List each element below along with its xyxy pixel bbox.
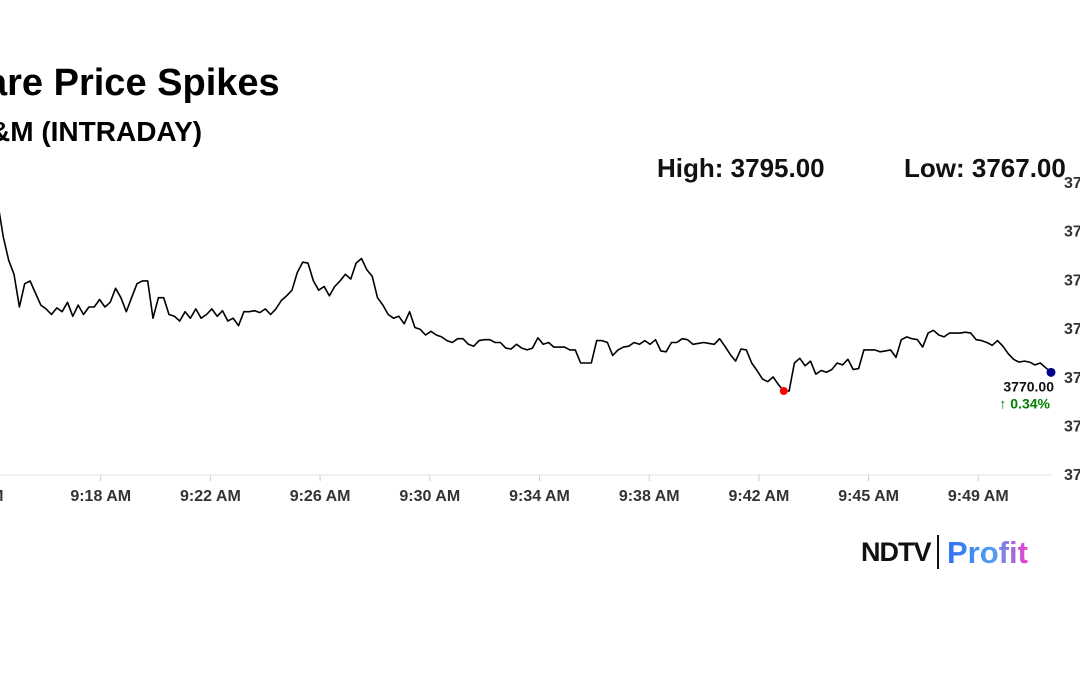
low-value: Low: 3767.00 bbox=[904, 153, 1066, 183]
chart-title: are Price Spikes bbox=[0, 62, 280, 104]
price-series-line bbox=[0, 211, 1052, 392]
x-tick-label: 9:49 AM bbox=[948, 488, 1009, 505]
last-point-marker bbox=[1046, 367, 1056, 377]
x-tick-label: 9:18 AM bbox=[70, 488, 131, 505]
x-tick-label: 9:30 AM bbox=[399, 488, 460, 505]
last-value-label: 3770.00 bbox=[1003, 378, 1054, 394]
chart-subtitle: &M (INTRADAY) bbox=[0, 116, 203, 147]
logo-profit-label: Profit bbox=[947, 535, 1028, 570]
change-label: ↑ 0.34% bbox=[999, 395, 1050, 411]
x-tick-label: AM bbox=[0, 488, 3, 505]
logo-ndtv-text: NDTV bbox=[861, 536, 931, 567]
x-tick-label: 9:34 AM bbox=[509, 488, 570, 505]
y-tick-label: 37 bbox=[1064, 272, 1080, 289]
x-tick-label: 9:26 AM bbox=[290, 488, 351, 505]
high-value: High: 3795.00 bbox=[657, 153, 825, 183]
y-tick-label: 37 bbox=[1064, 321, 1080, 338]
y-tick-label: 37 bbox=[1064, 467, 1080, 484]
y-tick-label: 37 bbox=[1064, 224, 1080, 241]
x-tick-label: 9:38 AM bbox=[619, 488, 680, 505]
logo-separator bbox=[936, 535, 939, 569]
y-tick-label: 37 bbox=[1064, 370, 1080, 387]
x-tick-label: 9:45 AM bbox=[838, 488, 899, 505]
x-tick-label: 9:22 AM bbox=[180, 488, 241, 505]
y-tick-label: 37 bbox=[1064, 175, 1080, 192]
x-tick-label: 9:42 AM bbox=[729, 488, 790, 505]
logo-profit-text: Profit bbox=[947, 535, 1028, 570]
ndtv-profit-logo: NDTV Profit bbox=[861, 532, 1041, 572]
low-point-marker bbox=[779, 387, 788, 395]
y-tick-label: 37 bbox=[1064, 419, 1080, 436]
